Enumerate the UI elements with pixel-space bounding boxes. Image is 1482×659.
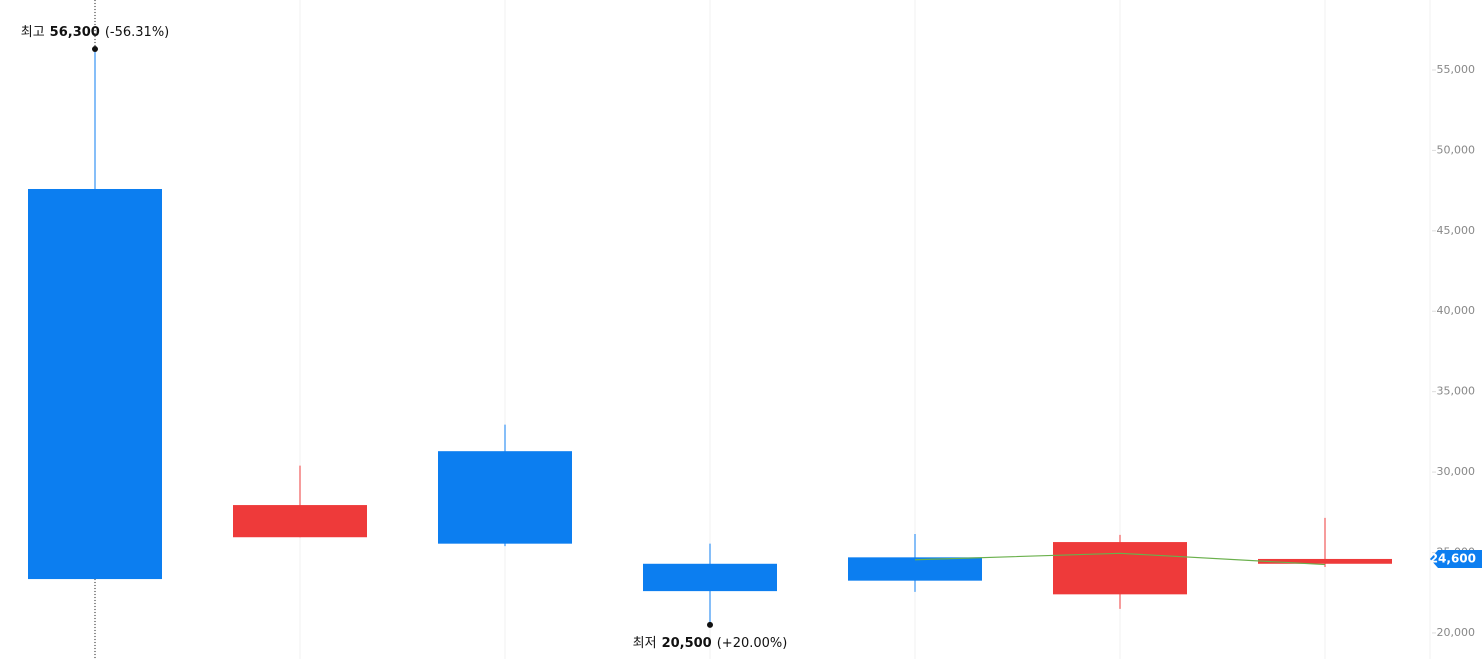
candle-body [1053, 542, 1187, 595]
moving-average [914, 552, 1326, 566]
y-tick-label: 35,000 [1437, 385, 1476, 398]
note-change: (-56.31%) [105, 25, 169, 40]
candle-body [233, 505, 367, 538]
candle-body [848, 557, 982, 581]
y-tick-label: 50,000 [1437, 143, 1476, 156]
candle-body [28, 188, 162, 580]
note-value: 20,500 [662, 635, 712, 650]
extreme-note: 최고 56,300 (-56.31%) [21, 25, 170, 40]
y-tick-label: 55,000 [1437, 63, 1476, 76]
note-change: (+20.00%) [717, 635, 788, 650]
candle-body [643, 563, 777, 592]
note-label: 최고 [21, 25, 45, 40]
extreme-note: 최저 20,500 (+20.00%) [633, 635, 788, 650]
extreme-marker [92, 46, 98, 53]
note-value: 56,300 [50, 25, 100, 40]
y-tick-label: 45,000 [1437, 224, 1476, 237]
price-tag-label: 24,600 [1430, 551, 1476, 565]
extreme-marker [707, 621, 713, 628]
y-tick-label: 40,000 [1437, 304, 1476, 317]
note-label: 최저 [633, 635, 657, 650]
y-tick-label: 20,000 [1437, 626, 1476, 639]
price-tag [1430, 549, 1482, 568]
y-tick-label: 30,000 [1437, 465, 1476, 478]
candle-body [1258, 558, 1392, 564]
candle-body [438, 451, 572, 544]
